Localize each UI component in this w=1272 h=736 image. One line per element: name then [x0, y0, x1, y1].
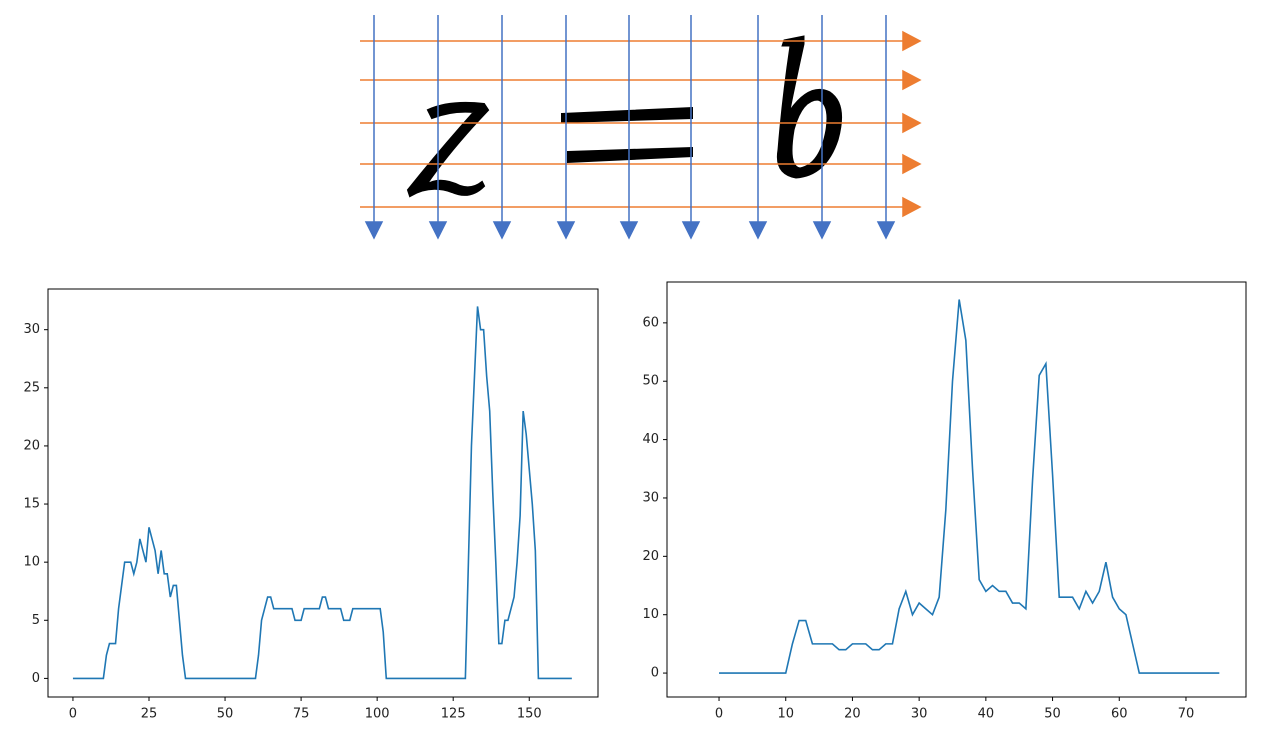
y-tick-label: 5: [32, 613, 40, 628]
chart: 0 25 50 75 100 125 150 0 5 10 15 20 25 30: [23, 288, 599, 722]
row-arrows: [360, 30, 922, 218]
x-tick-label: 20: [844, 707, 861, 722]
x-tick-label: 50: [217, 707, 234, 722]
x-tick-label: 25: [141, 707, 158, 722]
x-tick-label: 125: [441, 707, 466, 722]
y-tick-label: 15: [23, 497, 40, 512]
y-tick-label: 0: [651, 666, 659, 681]
plot-frame: [666, 281, 1247, 698]
y-tick-label: 10: [642, 607, 659, 622]
y-tick-label: 60: [642, 315, 659, 330]
handwriting: [406, 35, 843, 198]
illustration: [360, 15, 922, 240]
y-tick-label: 25: [23, 380, 40, 395]
column-arrows: [364, 15, 896, 240]
x-tick-label: 60: [1111, 707, 1128, 722]
x-tick-label: 100: [365, 707, 390, 722]
y-tick-label: 20: [23, 438, 40, 453]
chart: 0 10 20 30 40 50 60 70 0 10 20 30 40 50 60: [642, 281, 1247, 722]
x-tick-label: 0: [715, 707, 723, 722]
x-tick-label: 70: [1178, 707, 1195, 722]
y-tick-label: 40: [642, 432, 659, 447]
x-tick-label: 40: [978, 707, 995, 722]
y-tick-label: 20: [642, 549, 659, 564]
y-tick-label: 30: [642, 490, 659, 505]
x-tick-label: 75: [293, 707, 310, 722]
x-tick-label: 30: [911, 707, 928, 722]
y-tick-label: 0: [32, 671, 40, 686]
data-line: [719, 299, 1220, 674]
x-tick-label: 150: [517, 707, 542, 722]
data-line: [72, 306, 572, 680]
plot-frame: [47, 288, 599, 698]
y-tick-label: 10: [23, 555, 40, 570]
x-tick-label: 0: [69, 707, 77, 722]
x-tick-label: 10: [777, 707, 794, 722]
y-tick-label: 30: [23, 322, 40, 337]
y-tick-label: 50: [642, 374, 659, 389]
x-tick-label: 50: [1044, 707, 1061, 722]
